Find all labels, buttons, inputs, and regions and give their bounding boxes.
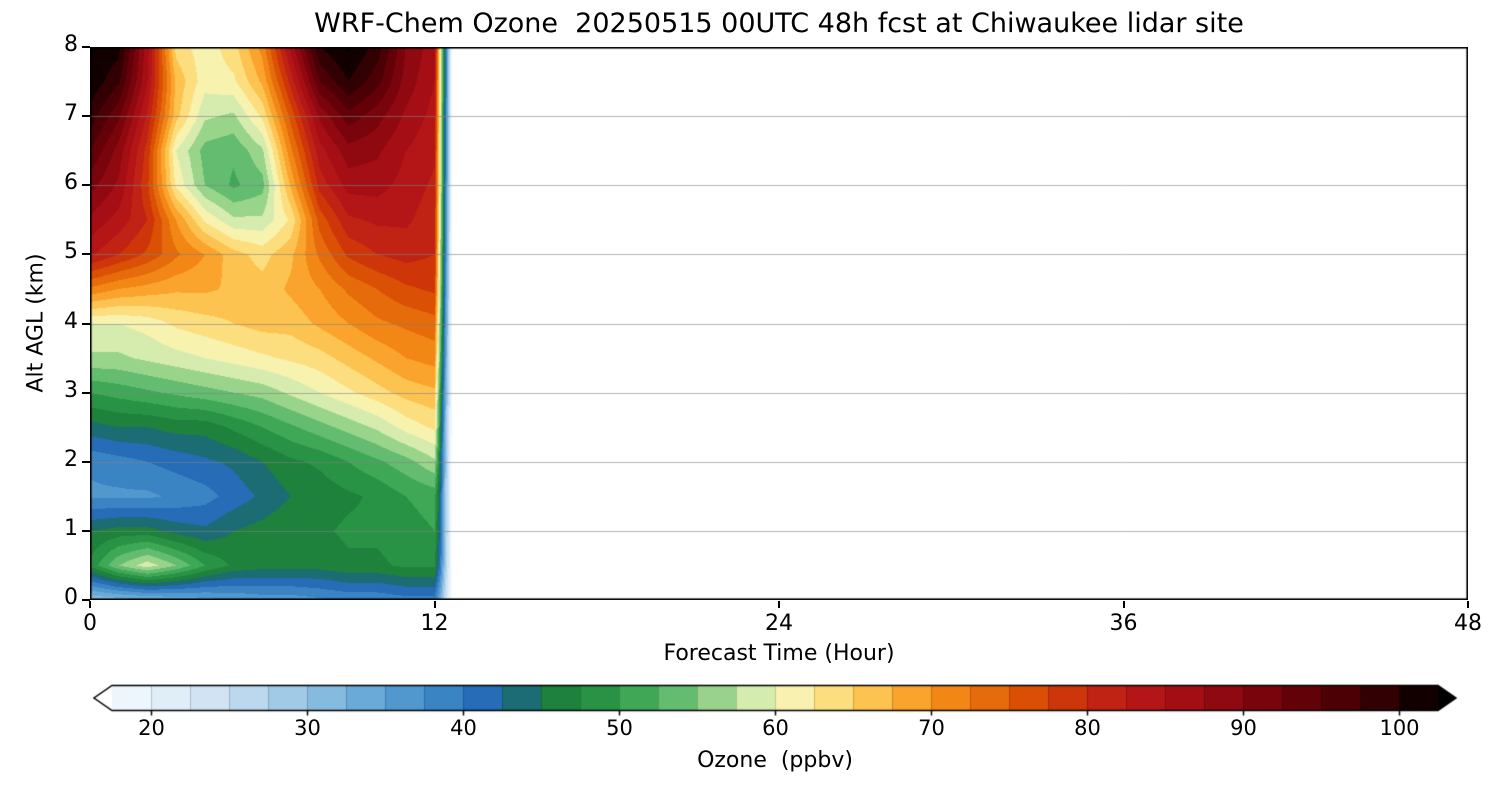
x-tick-mark xyxy=(433,601,436,608)
y-tick-label: 0 xyxy=(64,585,78,610)
x-axis-label: Forecast Time (Hour) xyxy=(663,641,895,666)
colorbar-tick-label: 20 xyxy=(138,716,165,740)
colorbar-tick-label: 100 xyxy=(1379,716,1420,740)
y-tick-mark xyxy=(82,322,90,325)
colorbar-tick-label: 80 xyxy=(1074,716,1101,740)
y-tick-label: 7 xyxy=(64,101,78,127)
y-tick-label: 3 xyxy=(64,377,78,403)
y-tick-label: 8 xyxy=(64,32,78,57)
x-tick-mark xyxy=(1467,601,1469,608)
y-tick-mark xyxy=(82,184,90,187)
colorbar-tick-label: 60 xyxy=(762,716,789,740)
colorbar-label: Ozone (ppbv) xyxy=(697,748,853,773)
y-tick-label: 2 xyxy=(64,446,78,472)
colorbar-tick-label: 40 xyxy=(450,716,477,740)
x-tick-label: 36 xyxy=(1109,611,1138,636)
y-tick-label: 4 xyxy=(64,308,78,334)
x-tick-mark xyxy=(89,601,91,608)
y-tick-label: 1 xyxy=(64,515,78,541)
y-tick-mark xyxy=(82,529,90,532)
colorbar-tick-label: 30 xyxy=(294,716,321,740)
y-tick-mark xyxy=(82,599,90,601)
colorbar-tick-label: 90 xyxy=(1230,716,1257,740)
y-tick-label: 6 xyxy=(64,170,78,196)
colorbar-tick-label: 70 xyxy=(918,716,945,740)
x-tick-mark xyxy=(1122,601,1125,608)
y-tick-mark xyxy=(82,115,90,118)
x-tick-label: 24 xyxy=(765,611,793,636)
x-tick-label: 12 xyxy=(420,611,449,636)
chart-title: WRF-Chem Ozone 20250515 00UTC 48h fcst a… xyxy=(314,8,1244,39)
colorbar-canvas xyxy=(92,684,1458,718)
x-tick-label: 48 xyxy=(1454,611,1482,636)
y-tick-mark xyxy=(82,253,90,256)
y-tick-label: 5 xyxy=(64,239,78,265)
x-tick-mark xyxy=(778,601,780,608)
y-tick-mark xyxy=(82,46,90,48)
y-tick-mark xyxy=(82,460,90,463)
y-tick-mark xyxy=(82,391,90,394)
colorbar-tick-label: 50 xyxy=(606,716,633,740)
x-tick-label: 0 xyxy=(83,611,97,636)
heatmap-canvas xyxy=(90,47,1468,600)
